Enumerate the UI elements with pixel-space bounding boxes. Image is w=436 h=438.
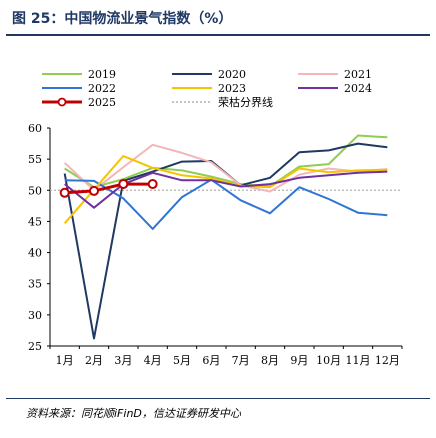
chart-axes: 25 30 35 40 45 50 55 60 1月 2月 3月 4月 5月 6月 7月 8月 9月 10月 11月… [28, 122, 403, 367]
y-tick-label: 30 [28, 309, 42, 322]
legend-item-2023: 2023 [172, 82, 246, 95]
legend-item-2024: 2024 [298, 82, 372, 95]
source-note: 资料来源：同花顺iFinD，信达证券研发中心 [26, 407, 241, 420]
line-chart: 2019 2020 2021 2022 2023 2024 2025 荣枯分界线 25 30 35… [28, 68, 403, 367]
legend-label: 2019 [88, 68, 116, 81]
legend-label: 2022 [88, 82, 116, 95]
legend-item-2025: 2025 [42, 96, 116, 109]
legend-item-2019: 2019 [42, 68, 116, 81]
series-lines [59, 134, 388, 340]
y-tick-label: 50 [28, 184, 42, 197]
y-tick-label: 25 [28, 340, 42, 353]
legend-label: 2021 [344, 68, 372, 81]
series-2025 [59, 179, 158, 198]
x-tick-label: 8月 [261, 354, 279, 367]
x-tick-label: 9月 [290, 354, 308, 367]
data-point-2025 [59, 187, 70, 198]
source-bar: 资料来源：同花顺iFinD，信达证券研发中心 [6, 398, 430, 429]
title-bar: 图 25：中国物流业景气指数（%） [6, 8, 430, 36]
series-line-2021 [64, 143, 388, 193]
series-line-2019 [64, 134, 388, 189]
x-tick-label: 6月 [202, 354, 220, 367]
y-tick-label: 35 [28, 278, 42, 291]
x-tick-label: 4月 [144, 354, 162, 367]
series-2022 [64, 178, 388, 230]
legend-label: 2023 [218, 82, 246, 95]
legend-label: 2025 [88, 96, 116, 109]
data-point-2025 [118, 179, 129, 190]
x-tick-label: 7月 [232, 354, 250, 367]
legend-label: 2024 [344, 82, 372, 95]
series-line-2023 [63, 155, 388, 224]
x-tick-label: 10月 [316, 354, 341, 367]
series-2023 [63, 155, 388, 224]
legend-item-2021: 2021 [298, 68, 372, 81]
series-2019 [64, 134, 388, 189]
y-tick-label: 40 [28, 247, 42, 260]
y-tick-label: 60 [28, 122, 42, 135]
legend-marker [57, 97, 67, 107]
series-line-2025 [64, 182, 153, 195]
legend-label: 荣枯分界线 [218, 95, 273, 109]
legend-item-荣枯分界线: 荣枯分界线 [172, 95, 273, 109]
x-tick-label: 12月 [375, 354, 400, 367]
legend-label: 2020 [218, 68, 246, 81]
y-tick-label: 45 [28, 215, 42, 228]
x-tick-label: 1月 [56, 354, 74, 367]
x-tick-label: 5月 [173, 354, 191, 367]
legend-item-2022: 2022 [42, 82, 116, 95]
series-2021 [64, 143, 388, 193]
x-tick-label: 3月 [114, 354, 132, 367]
series-line-2022 [64, 178, 388, 230]
series-2024 [64, 170, 388, 209]
chart-legend: 2019 2020 2021 2022 2023 2024 2025 荣枯分界线 [42, 68, 372, 109]
y-tick-label: 55 [28, 153, 42, 166]
x-tick-label: 11月 [346, 354, 371, 367]
series-line-2024 [64, 170, 388, 209]
chart-title: 图 25：中国物流业景气指数（%） [12, 11, 233, 27]
data-point-2025 [89, 185, 99, 196]
x-tick-label: 2月 [85, 354, 103, 367]
legend-item-2020: 2020 [172, 68, 246, 81]
data-point-2025 [147, 179, 158, 190]
